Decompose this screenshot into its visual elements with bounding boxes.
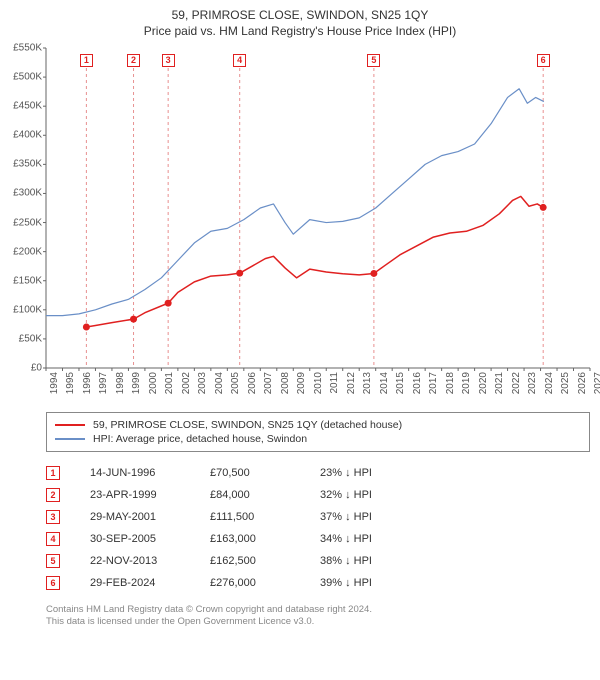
sale-row: 522-NOV-2013£162,50038% ↓ HPI — [46, 550, 590, 572]
sale-price: £84,000 — [210, 489, 320, 501]
x-tick-label: 2011 — [329, 372, 340, 394]
legend-item: HPI: Average price, detached house, Swin… — [55, 432, 581, 446]
x-tick-label: 1996 — [82, 372, 93, 394]
sale-number-box: 3 — [46, 510, 60, 524]
y-tick-label: £350K — [13, 159, 46, 170]
x-tick-label: 2010 — [313, 372, 324, 394]
x-tick-label: 2021 — [494, 372, 505, 394]
x-tick-label: 1998 — [115, 372, 126, 394]
sale-number-box: 5 — [46, 554, 60, 568]
legend-item: 59, PRIMROSE CLOSE, SWINDON, SN25 1QY (d… — [55, 418, 581, 432]
x-tick-label: 2020 — [478, 372, 489, 394]
x-tick-label: 1995 — [65, 372, 76, 394]
sale-date: 29-FEB-2024 — [60, 577, 210, 589]
sale-row: 329-MAY-2001£111,50037% ↓ HPI — [46, 506, 590, 528]
x-tick-label: 1994 — [49, 372, 60, 394]
chart-title-block: 59, PRIMROSE CLOSE, SWINDON, SN25 1QY Pr… — [0, 0, 600, 42]
x-tick-label: 2003 — [197, 372, 208, 394]
x-tick-label: 2017 — [428, 372, 439, 394]
sale-number-box: 1 — [46, 466, 60, 480]
sale-hpi-diff: 32% ↓ HPI — [320, 489, 372, 501]
x-tick-label: 1999 — [131, 372, 142, 394]
x-tick-label: 2023 — [527, 372, 538, 394]
sale-hpi-diff: 23% ↓ HPI — [320, 467, 372, 479]
sale-hpi-diff: 34% ↓ HPI — [320, 533, 372, 545]
legend-swatch — [55, 438, 85, 440]
legend-label: 59, PRIMROSE CLOSE, SWINDON, SN25 1QY (d… — [93, 419, 402, 431]
x-tick-label: 2019 — [461, 372, 472, 394]
sale-price: £276,000 — [210, 577, 320, 589]
sale-date: 22-NOV-2013 — [60, 555, 210, 567]
x-tick-label: 2015 — [395, 372, 406, 394]
footer-line2: This data is licensed under the Open Gov… — [46, 616, 590, 628]
sale-row: 629-FEB-2024£276,00039% ↓ HPI — [46, 572, 590, 594]
sale-number-box: 2 — [46, 488, 60, 502]
title-address: 59, PRIMROSE CLOSE, SWINDON, SN25 1QY — [10, 8, 590, 22]
footer-attribution: Contains HM Land Registry data © Crown c… — [46, 604, 590, 629]
sale-hpi-diff: 39% ↓ HPI — [320, 577, 372, 589]
y-tick-label: £250K — [13, 217, 46, 228]
sale-price: £163,000 — [210, 533, 320, 545]
sale-row: 223-APR-1999£84,00032% ↓ HPI — [46, 484, 590, 506]
x-tick-label: 2022 — [511, 372, 522, 394]
chart-plot: £0£50K£100K£150K£200K£250K£300K£350K£400… — [46, 48, 590, 368]
sale-row: 114-JUN-1996£70,50023% ↓ HPI — [46, 462, 590, 484]
sale-date: 14-JUN-1996 — [60, 467, 210, 479]
legend-label: HPI: Average price, detached house, Swin… — [93, 433, 307, 445]
sale-price: £111,500 — [210, 511, 320, 523]
y-tick-label: £100K — [13, 304, 46, 315]
x-tick-label: 2013 — [362, 372, 373, 394]
y-tick-label: £500K — [13, 72, 46, 83]
sale-date: 23-APR-1999 — [60, 489, 210, 501]
sale-row: 430-SEP-2005£163,00034% ↓ HPI — [46, 528, 590, 550]
sale-price: £70,500 — [210, 467, 320, 479]
x-tick-label: 2000 — [148, 372, 159, 394]
x-tick-label: 2006 — [247, 372, 258, 394]
sales-table: 114-JUN-1996£70,50023% ↓ HPI223-APR-1999… — [46, 462, 590, 594]
sale-price: £162,500 — [210, 555, 320, 567]
legend-box: 59, PRIMROSE CLOSE, SWINDON, SN25 1QY (d… — [46, 412, 590, 452]
legend-swatch — [55, 424, 85, 426]
x-tick-label: 2001 — [164, 372, 175, 394]
x-tick-label: 2009 — [296, 372, 307, 394]
x-tick-label: 2027 — [593, 372, 600, 394]
x-tick-label: 2026 — [577, 372, 588, 394]
y-tick-label: £400K — [13, 130, 46, 141]
sale-number-box: 6 — [46, 576, 60, 590]
x-tick-label: 2025 — [560, 372, 571, 394]
sale-date: 29-MAY-2001 — [60, 511, 210, 523]
y-tick-label: £450K — [13, 101, 46, 112]
y-tick-label: £300K — [13, 188, 46, 199]
x-tick-label: 2002 — [181, 372, 192, 394]
chart-area: £0£50K£100K£150K£200K£250K£300K£350K£400… — [46, 48, 590, 408]
y-tick-label: £50K — [19, 333, 46, 344]
x-tick-label: 2016 — [412, 372, 423, 394]
x-tick-label: 2024 — [544, 372, 555, 394]
x-tick-label: 2005 — [230, 372, 241, 394]
title-subtitle: Price paid vs. HM Land Registry's House … — [10, 24, 590, 38]
x-tick-label: 2004 — [214, 372, 225, 394]
sale-hpi-diff: 37% ↓ HPI — [320, 511, 372, 523]
x-tick-label: 2018 — [445, 372, 456, 394]
sale-date: 30-SEP-2005 — [60, 533, 210, 545]
y-tick-label: £550K — [13, 43, 46, 54]
x-tick-label: 2012 — [346, 372, 357, 394]
x-tick-label: 2008 — [280, 372, 291, 394]
sale-hpi-diff: 38% ↓ HPI — [320, 555, 372, 567]
sale-number-box: 4 — [46, 532, 60, 546]
footer-line1: Contains HM Land Registry data © Crown c… — [46, 604, 590, 616]
x-tick-label: 2014 — [379, 372, 390, 394]
y-tick-label: £200K — [13, 246, 46, 257]
y-tick-label: £150K — [13, 275, 46, 286]
x-tick-label: 2007 — [263, 372, 274, 394]
x-tick-label: 1997 — [98, 372, 109, 394]
